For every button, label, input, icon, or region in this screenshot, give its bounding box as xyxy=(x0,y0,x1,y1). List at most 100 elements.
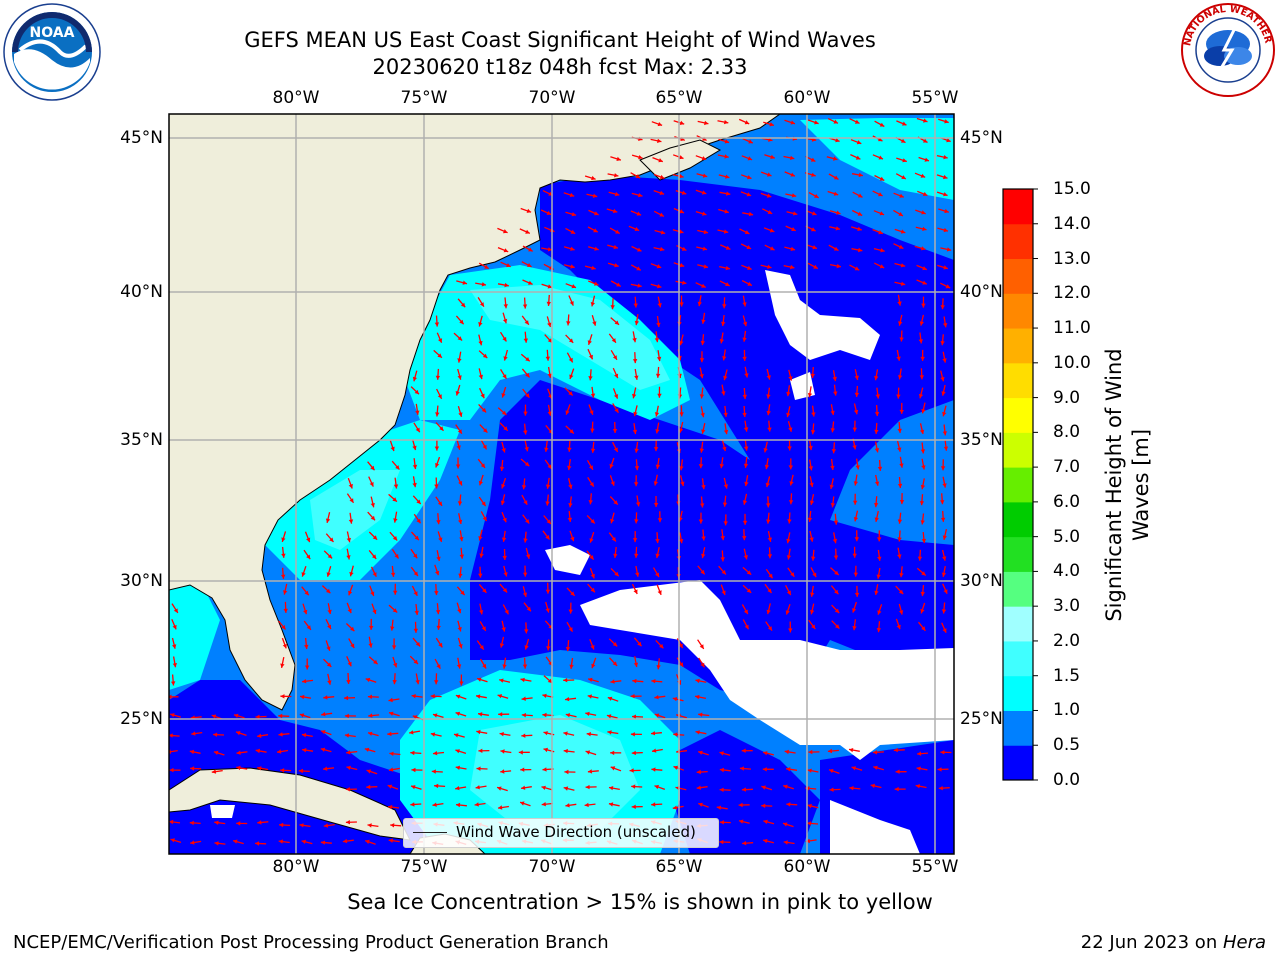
wind-wave-arrowhead xyxy=(365,839,370,844)
colorbar-level-label: 7.0 xyxy=(1053,457,1081,478)
wind-wave-arrowhead xyxy=(594,246,599,251)
wind-wave-arrowhead xyxy=(636,266,641,271)
wind-wave-arrowhead xyxy=(940,341,945,346)
wind-wave-arrowhead xyxy=(805,838,810,844)
wind-wave-arrowhead xyxy=(697,301,702,307)
wind-wave-arrowhead xyxy=(785,610,790,615)
wind-wave-arrowhead xyxy=(498,712,503,717)
wind-wave-arrowhead xyxy=(744,481,749,487)
wind-wave-arrowhead xyxy=(767,172,772,177)
wind-wave-arrowhead xyxy=(702,211,707,216)
colorbar-swatch xyxy=(1003,501,1033,538)
wind-wave-arrowhead xyxy=(327,609,332,614)
wind-wave-arrowhead xyxy=(849,786,854,791)
colorbar-level-label: 6.0 xyxy=(1053,491,1081,512)
wind-wave-arrowhead xyxy=(879,211,885,216)
wind-wave-arrowhead xyxy=(521,785,526,790)
wind-wave-arrowhead xyxy=(480,393,485,399)
wind-wave-arrowhead xyxy=(567,465,572,471)
colorbar-swatch xyxy=(1003,675,1033,711)
wind-wave-arrowhead xyxy=(942,483,947,488)
wind-wave-arrowhead xyxy=(547,373,552,378)
wind-wave-arrowhead xyxy=(902,158,907,163)
wind-wave-arrowhead xyxy=(522,664,528,669)
wind-wave-arrowhead xyxy=(327,680,332,685)
wind-wave-arrowhead xyxy=(920,484,926,490)
wind-wave-arrowhead xyxy=(612,642,618,647)
wind-wave-arrowhead xyxy=(390,626,395,631)
wind-wave-arrowhead xyxy=(501,448,506,453)
wind-wave-arrowhead xyxy=(546,301,551,306)
wind-wave-arrowhead xyxy=(766,375,771,380)
wind-wave-arrowhead xyxy=(502,336,507,342)
wind-wave-arrowhead xyxy=(877,556,882,561)
wind-wave-arrowhead xyxy=(770,246,775,251)
wind-wave-arrowhead xyxy=(812,211,817,216)
wind-wave-arrowhead xyxy=(320,840,326,845)
wind-wave-arrowhead xyxy=(680,481,685,486)
wind-wave-arrowhead xyxy=(393,590,398,595)
wind-wave-arrowhead xyxy=(545,356,550,361)
wind-wave-arrowhead xyxy=(350,643,355,649)
wind-wave-arrowhead xyxy=(921,465,926,470)
wind-wave-arrowhead xyxy=(614,173,619,178)
wind-wave-arrowhead xyxy=(809,482,814,487)
wind-wave-arrowhead xyxy=(326,662,332,667)
wind-wave-arrowhead xyxy=(349,498,354,503)
wind-wave-arrowhead xyxy=(874,375,879,381)
wind-wave-arrowhead xyxy=(566,321,571,326)
wind-wave-arrowhead xyxy=(433,713,438,718)
wind-wave-arrowhead xyxy=(368,643,373,648)
colorbar-level-label: 12.0 xyxy=(1053,283,1091,304)
wind-wave-arrowhead xyxy=(460,302,466,308)
wind-wave-arrowhead xyxy=(654,412,660,417)
wind-wave-arrowhead xyxy=(637,641,642,647)
wind-wave-arrowhead xyxy=(657,590,662,595)
wind-wave-arrowhead xyxy=(326,588,331,594)
nws-logo: NATIONAL WEATHER SERVICE xyxy=(1176,0,1275,97)
colorbar-level-label: 0.5 xyxy=(1053,735,1081,756)
wind-wave-arrowhead xyxy=(348,519,354,524)
colorbar-swatch xyxy=(1003,432,1033,468)
wind-wave-arrowhead xyxy=(594,211,599,216)
wind-wave-arrowhead xyxy=(922,266,927,271)
wind-wave-arrowhead xyxy=(701,190,707,195)
wind-wave-arrowhead xyxy=(901,175,906,179)
wind-wave-arrowhead xyxy=(503,356,508,361)
wind-wave-arrowhead xyxy=(899,500,905,505)
wind-wave-arrowhead xyxy=(459,536,464,542)
wind-wave-arrowhead xyxy=(392,608,398,613)
wind-wave-arrowhead xyxy=(746,192,752,197)
wind-wave-arrowhead xyxy=(213,732,218,737)
wind-wave-arrowhead xyxy=(833,246,839,251)
wind-wave-arrowhead xyxy=(659,246,665,252)
wind-wave-arrowhead xyxy=(475,785,480,790)
wind-wave-arrowhead xyxy=(436,556,441,561)
wind-wave-arrowhead xyxy=(940,517,946,522)
wind-wave-arrowhead xyxy=(616,156,621,161)
wind-wave-arrowhead xyxy=(748,211,754,217)
wind-wave-arrowhead xyxy=(836,263,841,269)
wind-wave-arrowhead xyxy=(657,393,662,398)
wind-wave-arrowhead xyxy=(832,376,837,382)
wind-wave-arrowhead xyxy=(878,230,883,235)
wind-wave-arrowhead xyxy=(748,139,753,144)
wind-wave-arrowhead xyxy=(722,304,727,309)
wind-wave-arrowhead xyxy=(944,119,949,124)
wind-wave-arrowhead xyxy=(587,769,593,774)
wind-wave-arrowhead xyxy=(698,464,704,469)
colorbar-swatch xyxy=(1003,571,1033,607)
wind-wave-arrowhead xyxy=(568,484,573,489)
wind-wave-arrowhead xyxy=(695,694,700,700)
wind-wave-arrowhead xyxy=(634,375,639,380)
colorbar-swatch xyxy=(1003,536,1033,572)
wind-wave-arrowhead xyxy=(743,463,749,468)
wind-wave-arrowhead xyxy=(852,626,857,631)
wind-wave-arrowhead xyxy=(502,555,507,560)
wind-wave-arrowhead xyxy=(700,662,705,668)
wind-wave-arrowhead xyxy=(878,137,883,142)
wind-wave-arrowhead xyxy=(834,175,839,180)
wind-wave-arrowhead xyxy=(943,323,948,328)
wind-wave-arrowhead xyxy=(634,466,640,471)
wind-wave-arrowhead xyxy=(723,229,729,234)
